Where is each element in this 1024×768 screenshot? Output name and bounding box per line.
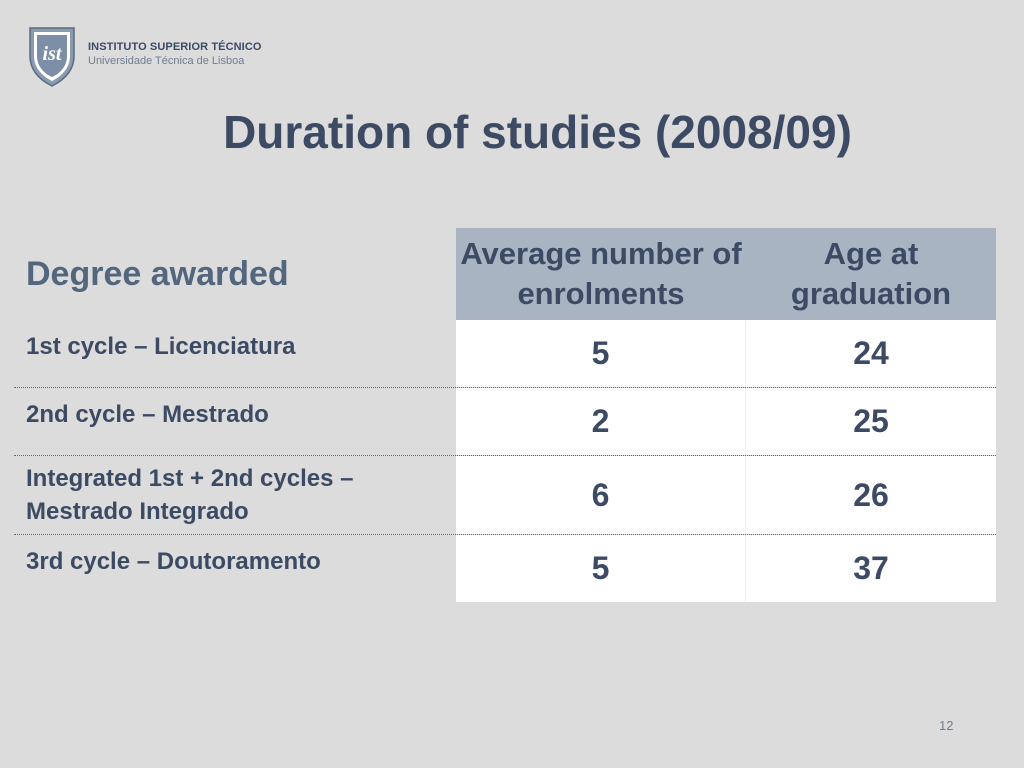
age-value: 25: [746, 388, 996, 455]
duration-table: Degree awarded Average number of enrolme…: [14, 228, 996, 602]
degree-label: 3rd cycle – Doutoramento: [26, 548, 321, 575]
table-row: 3rd cycle – Doutoramento 5 37: [14, 535, 996, 602]
slide-title: Duration of studies (2008/09): [223, 106, 852, 158]
page-number: 12: [939, 718, 954, 733]
table-row: 1st cycle – Licenciatura 5 24: [14, 320, 996, 388]
table-header-row: Degree awarded Average number of enrolme…: [14, 228, 996, 320]
table-row: Integrated 1st + 2nd cycles – Mestrado I…: [14, 456, 996, 535]
age-value: 26: [746, 456, 996, 534]
row-header-label: Degree awarded: [26, 254, 289, 293]
svg-text:ist: ist: [43, 43, 63, 65]
enrolments-value: 2: [456, 388, 746, 455]
column-header-age: Age at graduation: [746, 228, 996, 320]
degree-label: Integrated 1st + 2nd cycles – Mestrado I…: [26, 465, 354, 525]
institution-name: INSTITUTO SUPERIOR TÉCNICO: [88, 41, 262, 53]
degree-label: 1st cycle – Licenciatura: [26, 333, 296, 360]
institution-logo: ist INSTITUTO SUPERIOR TÉCNICO Universid…: [28, 26, 262, 88]
enrolments-value: 6: [456, 456, 746, 534]
ist-shield-icon: ist: [29, 27, 75, 87]
degree-label: 2nd cycle – Mestrado: [26, 401, 269, 428]
enrolments-value: 5: [456, 535, 746, 602]
institution-subtitle: Universidade Técnica de Lisboa: [88, 55, 245, 67]
table-row: 2nd cycle – Mestrado 2 25: [14, 388, 996, 456]
age-value: 37: [746, 535, 996, 602]
column-header-enrolments: Average number of enrolments: [456, 228, 746, 320]
age-value: 24: [746, 320, 996, 387]
enrolments-value: 5: [456, 320, 746, 387]
